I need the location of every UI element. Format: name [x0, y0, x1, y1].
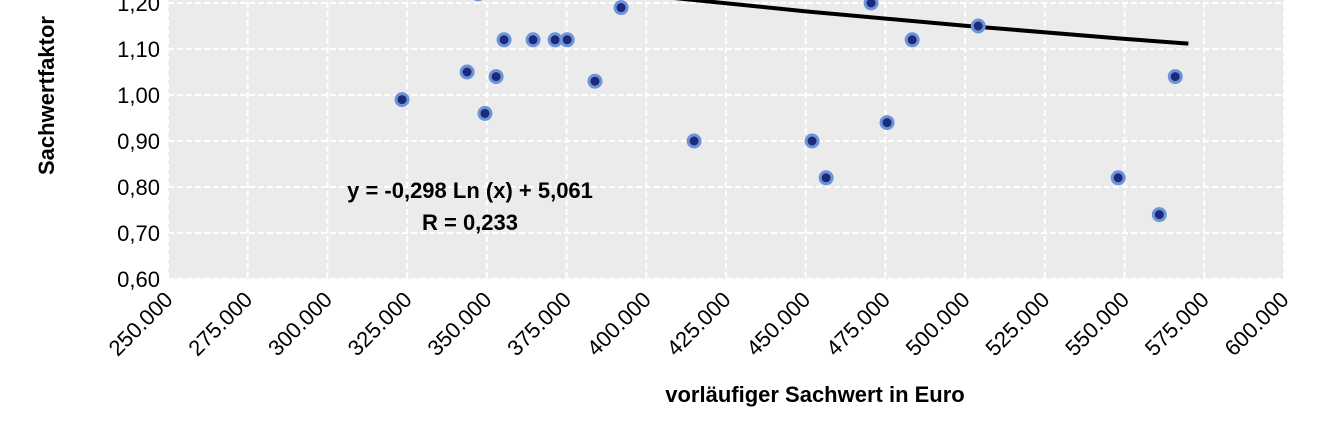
y-tick-label: 1,00: [117, 83, 160, 108]
y-tick-label: 0,70: [117, 221, 160, 246]
point: [559, 32, 575, 48]
y-tick-label: 0,90: [117, 129, 160, 154]
point: [970, 18, 986, 34]
y-tick-label: 0,60: [117, 267, 160, 292]
point: [818, 170, 834, 186]
point: [863, 0, 879, 11]
x-tick-label: 575.000: [1140, 287, 1214, 361]
x-tick-label: 550.000: [1060, 287, 1134, 361]
x-tick-label: 525.000: [980, 287, 1054, 361]
x-tick-label: 375.000: [502, 287, 576, 361]
r-value: R = 0,233: [422, 210, 518, 235]
point: [496, 32, 512, 48]
x-tick-label: 350.000: [422, 287, 496, 361]
point: [686, 133, 702, 149]
y-tick-label: 1,10: [117, 37, 160, 62]
y-tick-label: 1,20: [117, 0, 160, 16]
x-axis-title: vorläufiger Sachwert in Euro: [665, 382, 965, 407]
x-tick-label: 400.000: [582, 287, 656, 361]
point: [1167, 69, 1183, 85]
point: [904, 32, 920, 48]
equation: y = -0,298 Ln (x) + 5,061: [347, 178, 593, 203]
x-tick-label: 450.000: [741, 287, 815, 361]
x-tick-label: 325.000: [343, 287, 417, 361]
point: [525, 32, 541, 48]
point: [879, 115, 895, 131]
x-tick-label: 275.000: [183, 287, 257, 361]
point: [394, 92, 410, 108]
x-tick-label: 475.000: [821, 287, 895, 361]
x-tick-label: 500.000: [901, 287, 975, 361]
point: [459, 64, 475, 80]
x-tick-label: 600.000: [1220, 287, 1294, 361]
point: [1151, 207, 1167, 223]
y-tick-label: 0,80: [117, 175, 160, 200]
x-tick-label: 250.000: [104, 287, 178, 361]
point: [804, 133, 820, 149]
point: [1110, 170, 1126, 186]
point: [477, 105, 493, 121]
trend-line: [674, 0, 1189, 46]
point: [613, 0, 629, 16]
x-tick-label: 300.000: [263, 287, 337, 361]
y-axis-title: Sachwertfaktor: [34, 16, 59, 175]
point: [488, 69, 504, 85]
point: [547, 32, 563, 48]
point: [587, 73, 603, 89]
x-tick-label: 425.000: [662, 287, 736, 361]
